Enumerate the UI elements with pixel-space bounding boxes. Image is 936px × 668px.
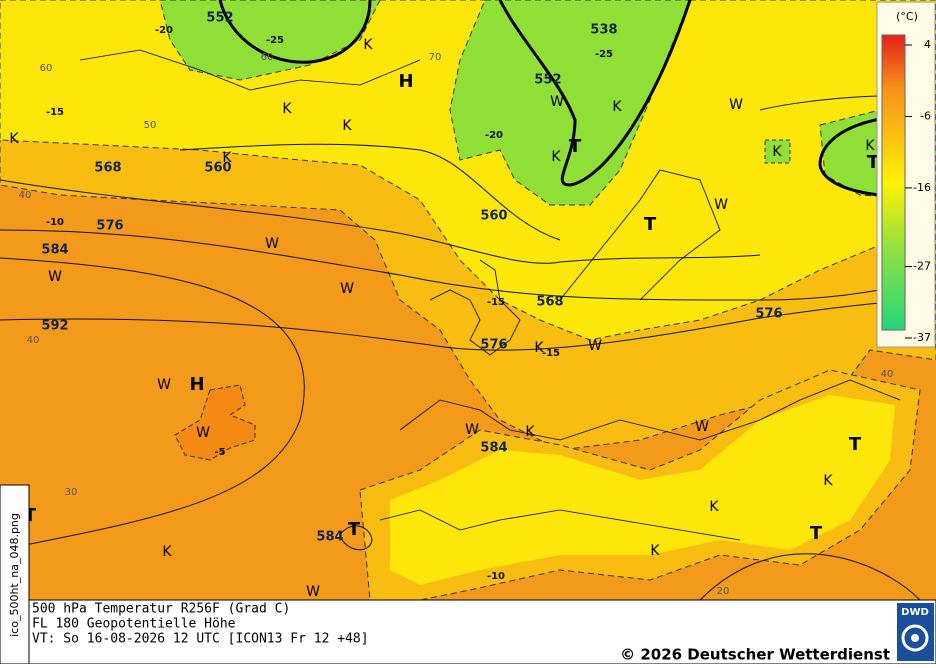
map-label: K (823, 473, 833, 489)
map-label: K (525, 424, 535, 440)
map-label: -10 (46, 217, 64, 228)
map-label: T (569, 136, 582, 157)
map-label: -20 (155, 25, 173, 36)
map-label: T (644, 214, 657, 235)
map-label: -25 (595, 49, 613, 60)
footer-line: 500 hPa Temperatur R256F (Grad C) (32, 602, 290, 617)
dwd-logo-icon (901, 624, 929, 652)
map-label: 50 (144, 120, 157, 131)
map-label: -5 (214, 447, 225, 458)
map-label: 592 (41, 319, 68, 334)
footer-line: VT: So 16-08-2026 12 UTC [ICON13 Fr 12 +… (32, 632, 369, 647)
map-label: 584 (480, 441, 507, 456)
map-label: W (714, 197, 728, 213)
map-label: W (588, 338, 602, 354)
map-label: 552 (206, 11, 233, 26)
map-label: K (162, 544, 172, 560)
map-label: K (363, 37, 373, 53)
legend-tick-label: 4 (924, 38, 931, 51)
map-label: K (650, 543, 660, 559)
map-label: W (157, 377, 171, 393)
filename: ico_500ht_na_048.png (8, 513, 21, 637)
map-label: 576 (480, 338, 507, 353)
map-label: K (865, 138, 875, 154)
map-label: 538 (590, 23, 617, 38)
map-label: 560 (204, 161, 231, 176)
map-label: K (9, 131, 19, 147)
map-label: H (398, 71, 413, 92)
dwd-logo-icon (911, 634, 919, 642)
legend-tick-label: -16 (913, 181, 931, 194)
legend-tick-label: -27 (913, 260, 931, 273)
map-label: 70 (429, 52, 442, 63)
map-label: W (48, 269, 62, 285)
map-labels: 552 -25 60 -20 538 -25 552 70 60 -15 50 H K K K K W K W -20… (9, 11, 893, 601)
map-label: -10 (487, 571, 505, 582)
map-label: H (189, 374, 204, 395)
map-label: -25 (266, 35, 284, 46)
map-label: 60 (261, 52, 274, 63)
map-label: 584 (316, 530, 343, 545)
map-label: 576 (96, 219, 123, 234)
map-label: 40 (19, 190, 32, 201)
map-label: 568 (94, 161, 121, 176)
filename-box (0, 484, 30, 665)
map-label: 40 (27, 335, 40, 346)
copyright: © 2026 Deutscher Wetterdienst (620, 646, 890, 664)
footer-line: FL 180 Geopotentielle Höhe (32, 617, 236, 632)
map-label: -20 (485, 130, 503, 141)
map-label: K (612, 99, 622, 115)
map-label: 584 (41, 243, 68, 258)
map-label: 20 (717, 586, 730, 597)
map-label: 560 (480, 209, 507, 224)
map-label: K (709, 499, 719, 515)
legend-tick-label: -37 (913, 331, 931, 344)
map-label: 576 (755, 307, 782, 322)
legend-tick-label: -6 (920, 109, 931, 122)
map-label: W (196, 425, 210, 441)
legend-scale (881, 34, 906, 331)
legend-ticks: 4 -6 -16 -27 -37 (905, 38, 931, 344)
map-label: -15 (487, 297, 505, 308)
map-label: W (265, 236, 279, 252)
map-label: K (222, 150, 232, 166)
map-label: W (306, 584, 320, 600)
map-label: T (348, 519, 361, 540)
map-field (0, 0, 936, 600)
footer (0, 599, 936, 665)
map-label: 30 (65, 487, 78, 498)
map-label: K (534, 340, 544, 356)
map-label: K (342, 118, 352, 134)
map-label: W (695, 419, 709, 435)
map-label: K (772, 144, 782, 160)
legend-unit: (°C) (896, 10, 918, 23)
map-label: 552 (534, 73, 561, 88)
map-label: 40 (881, 369, 894, 380)
map-label: W (550, 94, 564, 110)
map-label: W (729, 97, 743, 113)
map-label: K (282, 101, 292, 117)
map-label: T (810, 523, 823, 544)
map-label: 568 (536, 295, 563, 310)
map-label: W (340, 281, 354, 297)
map-label: 60 (40, 63, 53, 74)
map-label: T (849, 434, 862, 455)
map-label: -15 (542, 348, 560, 359)
dwd-logo-text: DWD (901, 607, 929, 618)
map-label: K (551, 149, 561, 165)
map-label: W (465, 422, 479, 438)
map-label: -15 (46, 107, 64, 118)
